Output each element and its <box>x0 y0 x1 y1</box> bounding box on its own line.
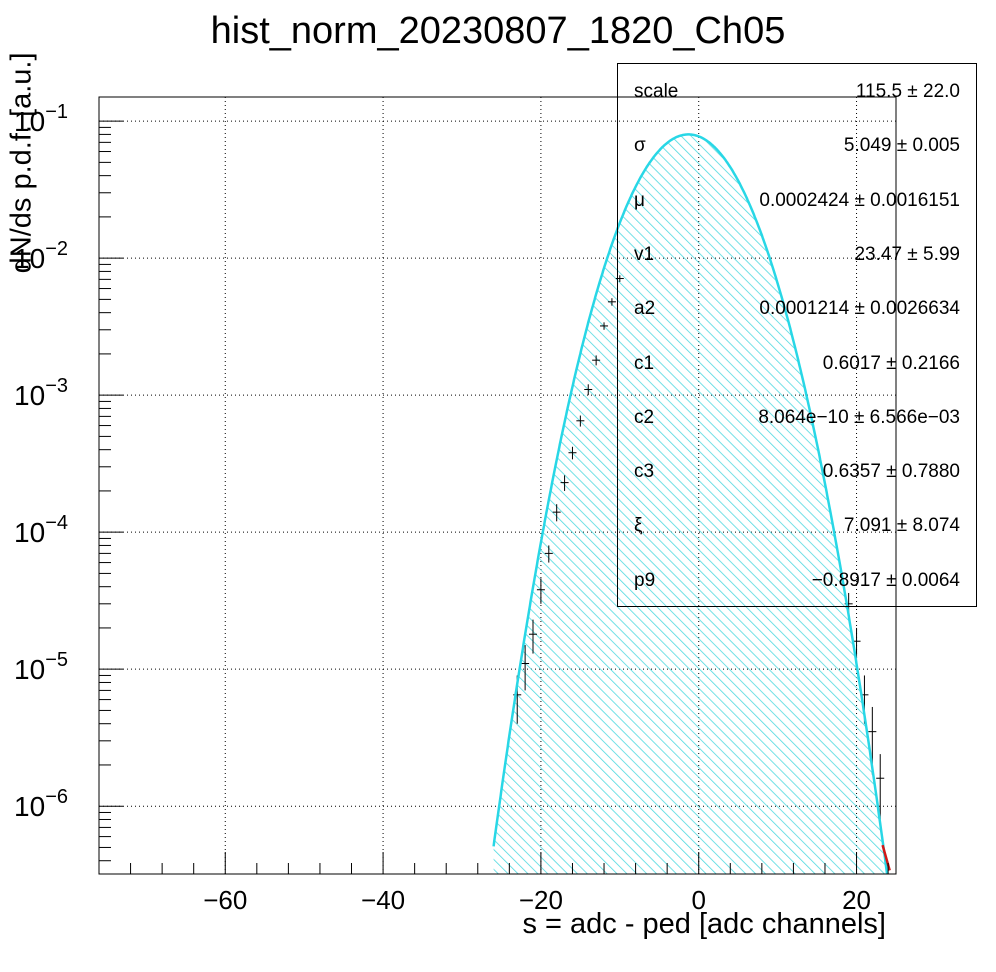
stat-row: μ 0.0002424 ± 0.0016151 <box>634 190 960 220</box>
stat-row: p9 −0.8917 ± 0.0064 <box>634 570 960 600</box>
stat-value: 0.6017 ± 0.2166 <box>822 352 960 374</box>
stat-name: a2 <box>634 298 656 320</box>
stat-value: 5.049 ± 0.005 <box>843 135 960 157</box>
stat-value: 0.6357 ± 0.7880 <box>822 461 960 483</box>
x-axis-label: s = adc - ped [adc channels] <box>522 908 886 940</box>
stat-row: ξ 7.091 ± 8.074 <box>634 515 960 545</box>
y-tick-label: 10−3 <box>14 375 68 411</box>
stat-name: c2 <box>634 406 655 428</box>
x-tick-label: −60 <box>203 885 247 915</box>
y-tick-label: 10−2 <box>14 238 68 274</box>
stat-value: 23.47 ± 5.99 <box>854 243 960 265</box>
stat-row: scale 115.5 ± 22.0 <box>634 81 960 111</box>
chart-title: hist_norm_20230807_1820_Ch05 <box>210 10 786 52</box>
stat-value: 8.064e−10 ± 6.566e−03 <box>758 406 960 428</box>
stat-name: scale <box>634 81 679 102</box>
stat-row: v1 23.47 ± 5.99 <box>634 244 960 274</box>
x-tick-label: −20 <box>519 885 563 915</box>
x-tick-label: −40 <box>361 885 405 915</box>
y-tick-label: 10−6 <box>14 786 68 822</box>
stat-name: ξ <box>634 515 643 537</box>
y-tick-label: 10−4 <box>14 512 68 548</box>
stat-row: σ 5.049 ± 0.005 <box>634 135 960 165</box>
fit-curve <box>492 133 889 874</box>
stat-name: μ <box>634 189 645 211</box>
stat-value: 7.091 ± 8.074 <box>843 515 960 537</box>
y-tick-label: 10−1 <box>14 101 68 137</box>
plot-frame <box>98 96 897 875</box>
x-tick-label: 20 <box>842 885 871 915</box>
stat-value: 115.5 ± 22.0 <box>855 81 960 102</box>
stat-value: 0.0002424 ± 0.0016151 <box>759 189 960 211</box>
stat-name: v1 <box>634 243 655 265</box>
y-axis-label: dN/ds p.d.f. [a.u.] <box>5 52 38 274</box>
stat-name: σ <box>634 135 646 157</box>
stat-row: a2 0.0001214 ± 0.0026634 <box>634 298 960 328</box>
fit-stats-box: scale 115.5 ± 22.0 σ 5.049 ± 0.005 μ 0.000242… <box>617 63 977 607</box>
stat-row: c1 0.6017 ± 0.2166 <box>634 353 960 383</box>
stat-value: 0.0001214 ± 0.0026634 <box>759 298 960 320</box>
fit-area-fill <box>493 134 889 874</box>
stat-row: c3 0.6357 ± 0.7880 <box>634 461 960 491</box>
stat-name: c1 <box>634 352 655 374</box>
stat-name: p9 <box>634 569 656 591</box>
y-tick-label: 10−5 <box>14 649 68 685</box>
stat-name: c3 <box>634 461 655 483</box>
x-tick-label: 0 <box>691 885 705 915</box>
stat-row: c2 8.064e−10 ± 6.566e−03 <box>634 407 960 437</box>
stat-value: −0.8917 ± 0.0064 <box>811 569 960 591</box>
